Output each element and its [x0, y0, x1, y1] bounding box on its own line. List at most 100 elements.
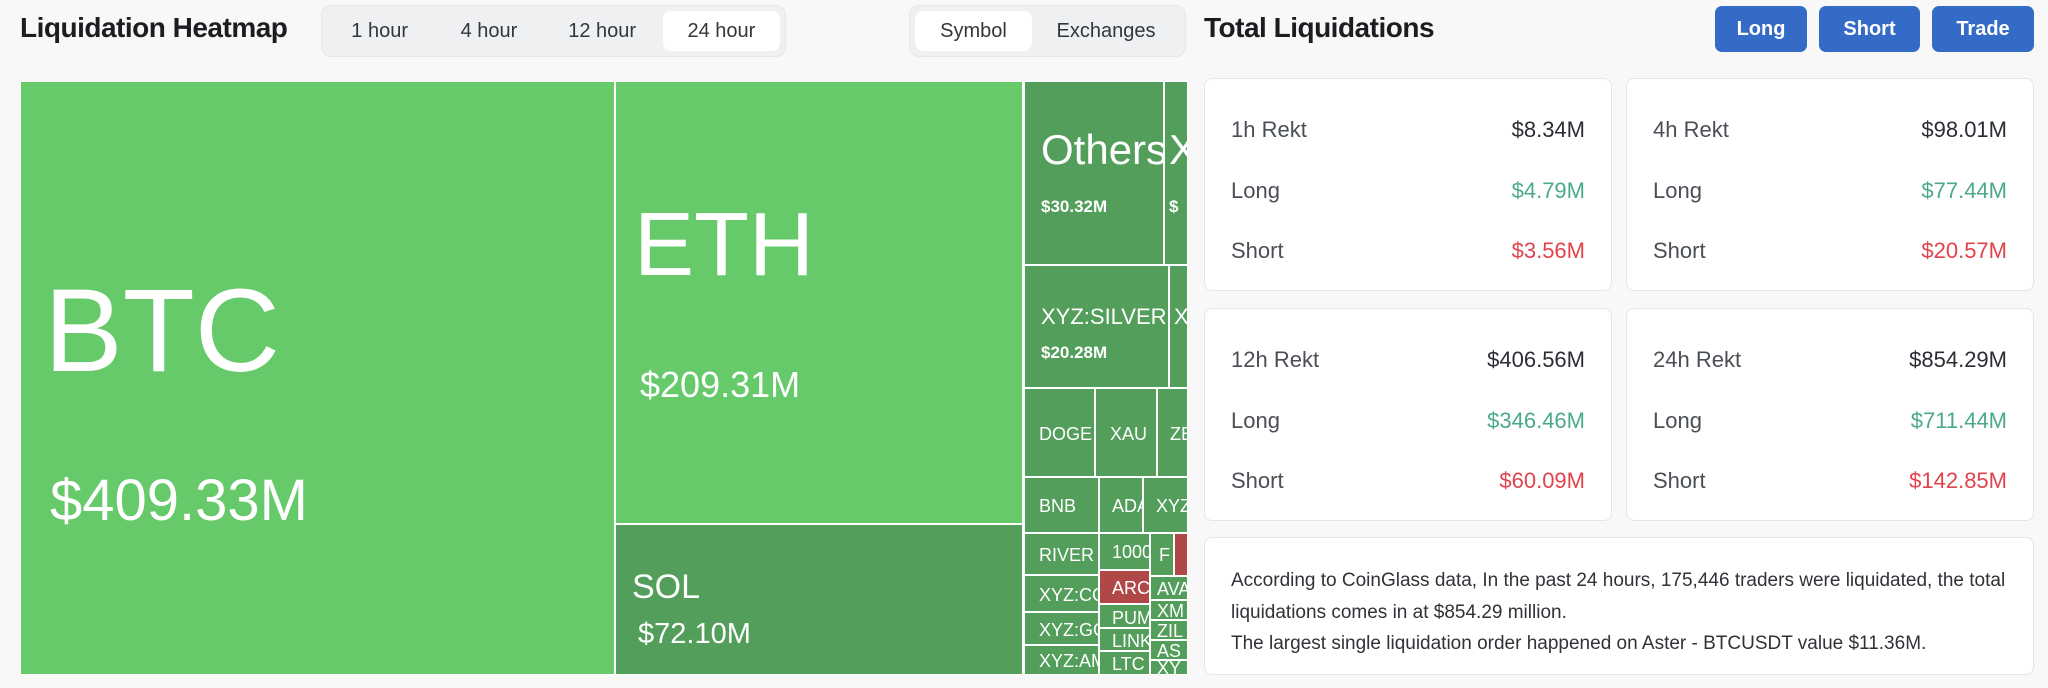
rekt-card: 4h Rekt $98.01M Long $77.44M Short $20.57M [1626, 78, 2034, 291]
cell-symbol: XYZ:GO [1039, 620, 1098, 640]
treemap-cell[interactable]: XYZ:CO [1024, 575, 1099, 612]
treemap-cell[interactable]: BTC $409.33M [20, 81, 615, 675]
treemap-cell[interactable]: ADA [1099, 477, 1143, 533]
rekt-total-row: 4h Rekt $98.01M [1653, 117, 2007, 143]
treemap-cell[interactable]: XYZ:GO [1024, 612, 1099, 645]
cell-symbol: F [1159, 545, 1170, 565]
cell-symbol: ZEC [1170, 424, 1187, 444]
time-range-tabs: 1 hour 4 hour 12 hour 24 hour [321, 5, 786, 57]
tab-24-hour[interactable]: 24 hour [662, 11, 780, 51]
treemap-cell[interactable]: SOL $72.10M [615, 524, 1023, 675]
long-value: $77.44M [1921, 178, 2007, 203]
cell-symbol: DOGE [1039, 424, 1093, 444]
long-value: $346.46M [1487, 408, 1585, 433]
long-value: $711.44M [1910, 408, 2007, 433]
cell-value: $72.10M [638, 618, 751, 650]
cell-value: $ [1169, 197, 1179, 216]
tab-exchanges[interactable]: Exchanges [1056, 19, 1156, 42]
treemap-cell[interactable]: DOGE [1024, 388, 1095, 477]
treemap-cell[interactable]: ZEC [1157, 388, 1188, 477]
cell-symbol: XYZ [1156, 496, 1188, 516]
treemap-cell[interactable]: XM [1150, 600, 1188, 620]
treemap-cell[interactable]: BNB [1024, 477, 1099, 533]
cell-symbol: XY [1157, 660, 1182, 675]
cell-symbol: LTC [1112, 654, 1145, 674]
rekt-card: 1h Rekt $8.34M Long $4.79M Short $3.56M [1204, 78, 1612, 291]
rekt-card: 12h Rekt $406.56M Long $346.46M Short $60.0… [1204, 308, 1612, 521]
cell-symbol: AVA [1157, 579, 1188, 599]
rekt-total: $854.29M [1909, 347, 2007, 372]
long-label: Long [1231, 178, 1280, 203]
rekt-total-row: 1h Rekt $8.34M [1231, 117, 1585, 143]
long-row: Long $346.46M [1231, 408, 1585, 434]
short-label: Short [1231, 468, 1284, 493]
treemap-cell[interactable]: ZIL [1150, 620, 1188, 640]
treemap-cell[interactable]: XYZ $ [1164, 81, 1188, 265]
long-row: Long $711.44M [1653, 408, 2007, 434]
short-value: $60.09M [1499, 468, 1585, 493]
cell-symbol: SOL [632, 568, 701, 606]
rekt-total: $406.56M [1487, 347, 1585, 372]
cell-symbol: PUM [1112, 608, 1150, 628]
short-value: $3.56M [1511, 238, 1585, 263]
cell-symbol: XM [1157, 601, 1184, 620]
treemap-cell[interactable]: AS [1150, 640, 1188, 660]
rekt-total-row: 24h Rekt $854.29M [1653, 347, 2007, 373]
treemap-cell[interactable]: PUM [1099, 604, 1150, 628]
rekt-label: 4h Rekt [1653, 117, 1729, 142]
rekt-label: 12h Rekt [1231, 347, 1320, 372]
treemap-cell[interactable]: RIVER [1024, 533, 1099, 575]
cell-symbol: BTC [44, 265, 280, 397]
rekt-total-row: 12h Rekt $406.56M [1231, 347, 1585, 373]
cell-symbol: ETH [634, 195, 814, 295]
cell-symbol: XYZ [1174, 304, 1188, 329]
summary-line: The largest single liquidation order hap… [1231, 633, 1927, 654]
liquidation-summary: According to CoinGlass data, In the past… [1204, 537, 2034, 675]
treemap-cell[interactable]: XYZ [1169, 265, 1188, 388]
cell-symbol: ARC [1112, 578, 1150, 598]
long-value: $4.79M [1511, 178, 1585, 203]
short-label: Short [1653, 238, 1706, 263]
cell-symbol: XYZ:SILVER [1041, 304, 1167, 329]
treemap-cell[interactable]: XYZ:AM [1024, 645, 1099, 675]
view-tabs: Symbol Exchanges [909, 5, 1186, 57]
short-row: Short $142.85M [1653, 468, 2007, 494]
treemap-cell[interactable]: LTC [1099, 651, 1150, 675]
tab-symbol[interactable]: Symbol [915, 11, 1032, 51]
short-button[interactable]: Short [1819, 6, 1920, 52]
long-row: Long $77.44M [1653, 178, 2007, 204]
treemap-cell[interactable]: F [1150, 533, 1174, 576]
cell-symbol: AS [1157, 641, 1182, 660]
tab-4-hour[interactable]: 4 hour [460, 19, 518, 42]
treemap-cell[interactable]: ARC [1099, 570, 1150, 604]
short-value: $20.57M [1921, 238, 2007, 263]
trade-button[interactable]: Trade [1932, 6, 2034, 52]
long-label: Long [1231, 408, 1280, 433]
treemap-cell[interactable]: ETH $209.31M [615, 81, 1023, 524]
short-label: Short [1231, 238, 1284, 263]
treemap-cell[interactable]: LINK [1099, 628, 1150, 651]
cell-value: $30.32M [1041, 197, 1108, 216]
treemap-cell[interactable]: Others $30.32M [1024, 81, 1164, 265]
cell-symbol: XAU [1110, 424, 1148, 444]
tab-1-hour[interactable]: 1 hour [351, 19, 408, 42]
rekt-label: 1h Rekt [1231, 117, 1307, 142]
long-row: Long $4.79M [1231, 178, 1585, 204]
treemap-cell[interactable]: XYZ [1143, 477, 1188, 533]
treemap-cell[interactable]: XYZ:SILVER $20.28M [1024, 265, 1169, 388]
short-row: Short $20.57M [1653, 238, 2007, 264]
treemap-cell[interactable]: XAU [1095, 388, 1157, 477]
summary-line: According to CoinGlass data, In the past… [1231, 570, 2006, 623]
long-button[interactable]: Long [1715, 6, 1807, 52]
short-row: Short $60.09M [1231, 468, 1585, 494]
cell-symbol: RIVER [1039, 545, 1095, 565]
short-label: Short [1653, 468, 1706, 493]
treemap-cell[interactable]: 1000 [1099, 533, 1150, 570]
treemap-cell[interactable] [1174, 533, 1188, 576]
treemap-cell[interactable]: AVA [1150, 576, 1188, 600]
cell-symbol: XYZ [1169, 129, 1187, 171]
cell-symbol: 1000 [1112, 542, 1150, 562]
rekt-total: $98.01M [1921, 117, 2007, 142]
treemap-cell[interactable]: XY [1150, 660, 1188, 675]
tab-12-hour[interactable]: 12 hour [568, 19, 637, 42]
